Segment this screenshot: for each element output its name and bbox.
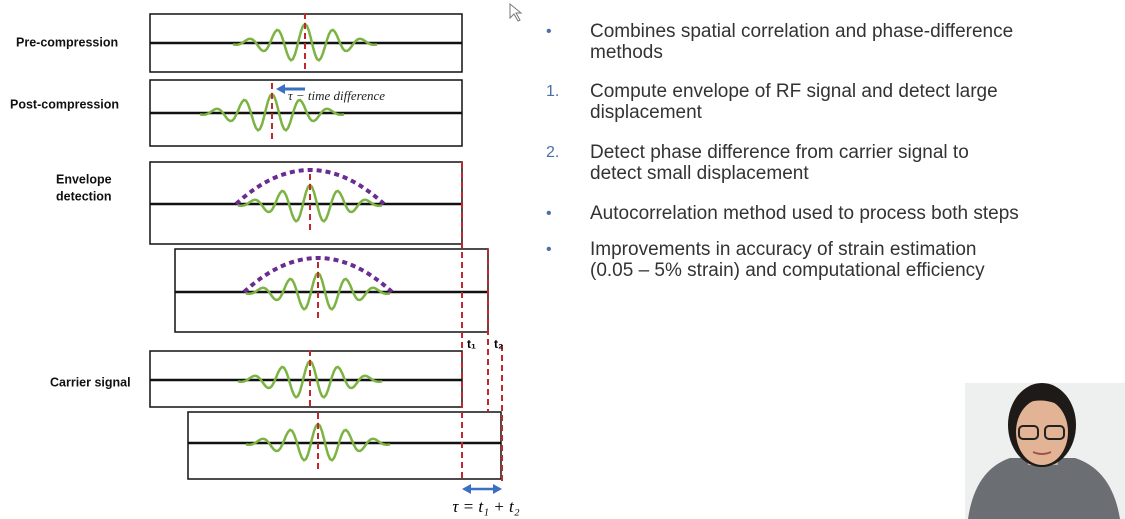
- label: Carrier signal: [50, 375, 131, 389]
- fringe: [1014, 396, 1072, 412]
- bullet-marker: 1.: [546, 83, 559, 100]
- bullet-text: Compute envelope of RF signal and detect…: [590, 81, 998, 102]
- arrow-head: [462, 484, 471, 494]
- bullet-text: methods: [590, 42, 663, 63]
- panel: [174, 248, 489, 333]
- shirt: [968, 458, 1120, 519]
- bullet-text: displacement: [590, 102, 703, 123]
- envelope: [242, 256, 394, 294]
- bullet-text: Autocorrelation method used to process b…: [590, 203, 1019, 224]
- label: detection: [56, 189, 112, 203]
- annotations: τ − time difference t₁ t₂ τ = t₁ + t₂: [276, 2, 523, 516]
- envelope: [234, 168, 386, 206]
- bullet-marker: 2.: [546, 144, 559, 161]
- cursor: [509, 2, 523, 22]
- bullet-text: detect small displacement: [590, 163, 809, 184]
- label: t₂: [494, 337, 503, 351]
- bullet-text: Combines spatial correlation and phase-d…: [590, 21, 1013, 42]
- bullet-marker: •: [546, 241, 552, 258]
- label: Post-compression: [10, 97, 119, 111]
- face: [1016, 399, 1068, 465]
- bullet-text: Improvements in accuracy of strain estim…: [590, 239, 977, 260]
- bullet-marker: •: [546, 205, 552, 222]
- equation: τ = t₁ + t₂: [452, 497, 519, 516]
- bullet-list: • Combines spatial correlation and phase-…: [546, 21, 1019, 281]
- panel: [187, 411, 502, 480]
- arrow-head: [276, 84, 285, 94]
- presenter-video: [965, 383, 1125, 519]
- bullet-text: Detect phase difference from carrier sig…: [590, 142, 969, 163]
- signal-panels: [149, 13, 502, 480]
- glasses: [1018, 425, 1039, 440]
- bullet-marker: •: [546, 23, 552, 40]
- bullet-text: (0.05 – 5% strain) and computational eff…: [590, 260, 985, 281]
- annotation: τ − time difference: [288, 88, 385, 103]
- label: t₁: [467, 337, 476, 351]
- diagram-labels: Pre-compression Post-compression Envelop…: [10, 35, 131, 389]
- label: Pre-compression: [16, 35, 118, 49]
- mouth: [1032, 451, 1052, 455]
- glasses: [1044, 425, 1065, 440]
- label: Envelope: [56, 172, 112, 186]
- arrow-head: [493, 484, 502, 494]
